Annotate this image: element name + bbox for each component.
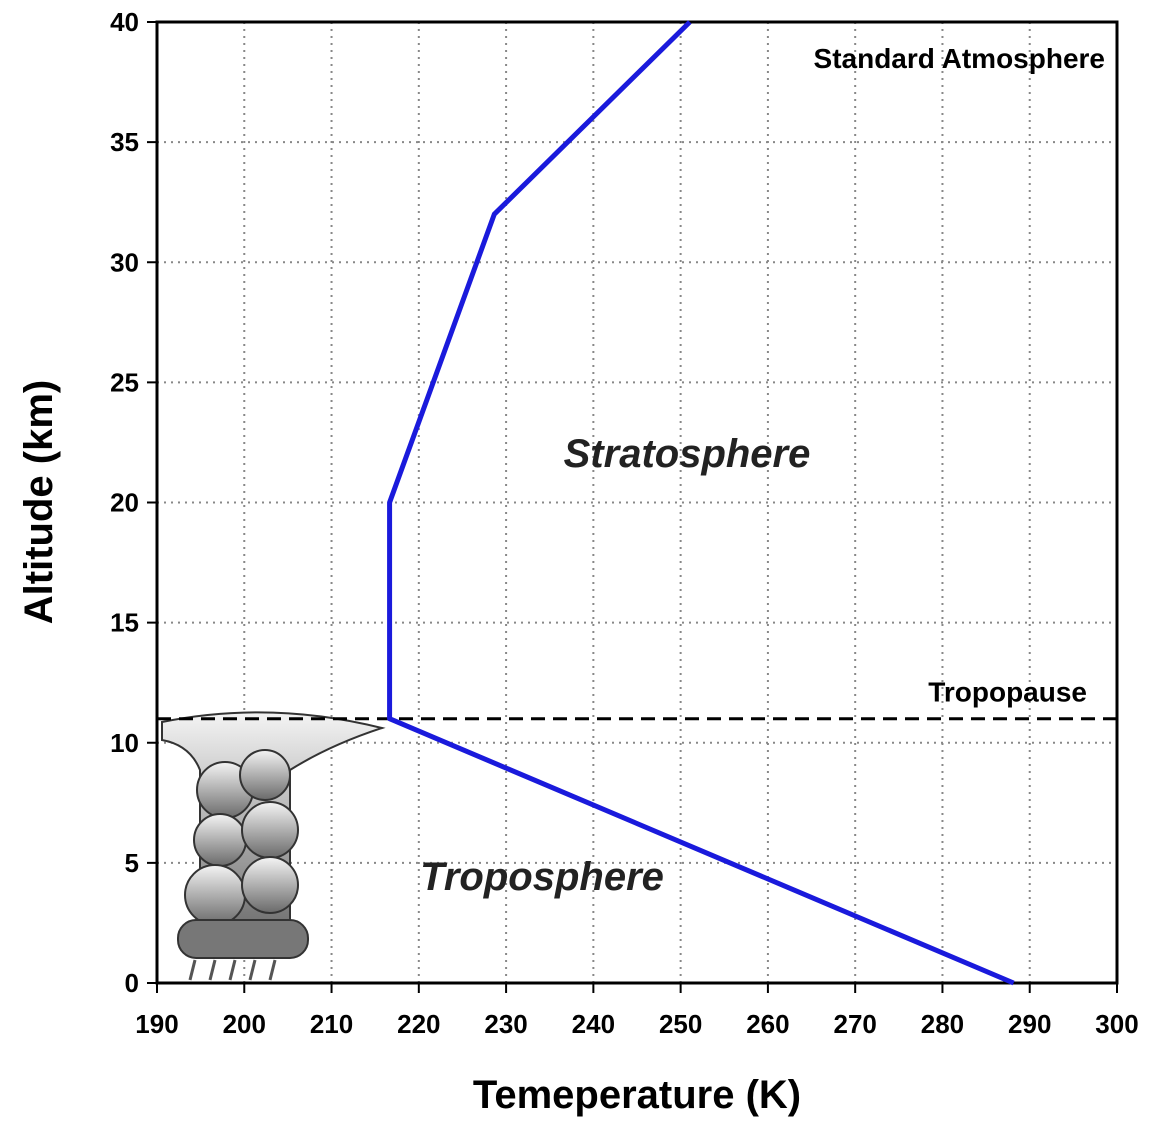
cloud-icon [161,711,386,981]
x-tick-label: 210 [310,1009,353,1039]
y-tick-label: 35 [110,127,139,157]
y-axis-title: Altitude (km) [17,380,61,624]
x-tick-label: 240 [572,1009,615,1039]
y-tick-label: 30 [110,247,139,277]
x-tick-label: 260 [746,1009,789,1039]
x-tick-label: 190 [135,1009,178,1039]
y-tick-label: 20 [110,488,139,518]
x-tick-label: 230 [484,1009,527,1039]
annotation: Troposphere [420,855,664,899]
y-tick-label: 40 [110,7,139,37]
series-label: Standard Atmosphere [814,43,1105,74]
x-tick-label: 220 [397,1009,440,1039]
y-tick-label: 0 [125,968,139,998]
y-tick-label: 10 [110,728,139,758]
plot-frame [155,20,1119,985]
x-tick-label: 250 [659,1009,702,1039]
x-axis-title: Temeperature (K) [473,1073,801,1117]
x-tick-label: 270 [833,1009,876,1039]
y-tick-label: 25 [110,367,139,397]
annotation: Stratosphere [564,432,811,476]
y-tick-label: 5 [125,848,139,878]
line [387,20,1015,986]
y-tick-label: 15 [110,608,139,638]
x-tick-label: 200 [223,1009,266,1039]
x-tick-label: 300 [1095,1009,1138,1039]
x-tick-label: 290 [1008,1009,1051,1039]
reference-label: Tropopause [928,677,1087,708]
x-tick-label: 280 [921,1009,964,1039]
